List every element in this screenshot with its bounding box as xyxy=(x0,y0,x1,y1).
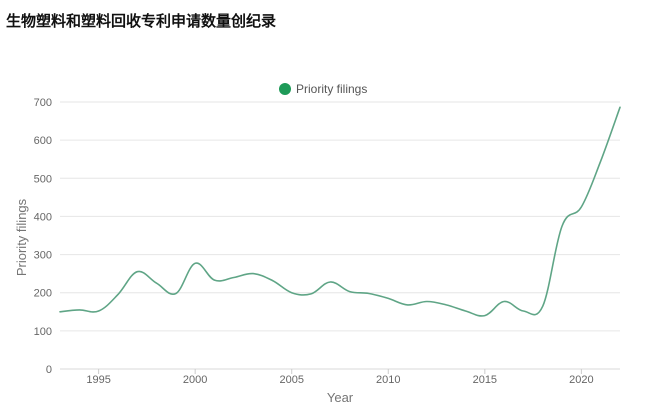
y-tick-label: 0 xyxy=(46,364,52,376)
y-axis-ticks: 0 100 200 300 400 500 600 700 xyxy=(34,97,52,376)
y-axis-title: Priority filings xyxy=(14,198,29,276)
series-line-0 xyxy=(59,106,621,317)
y-tick-label: 600 xyxy=(34,135,52,147)
y-tick-label: 200 xyxy=(34,288,52,300)
legend: Priority filings xyxy=(279,82,367,96)
x-tick-label: 1995 xyxy=(86,374,110,386)
grid-lines xyxy=(60,101,620,370)
y-tick-label: 500 xyxy=(34,173,52,185)
x-tick-label: 2020 xyxy=(569,374,593,386)
x-axis-title: Year xyxy=(327,390,354,405)
x-tick-label: 2000 xyxy=(183,374,207,386)
legend-swatch xyxy=(279,83,291,95)
series-layer xyxy=(59,106,621,317)
x-tick-label: 2005 xyxy=(279,374,303,386)
x-tick-label: 2010 xyxy=(376,374,400,386)
legend-label: Priority filings xyxy=(296,82,367,96)
y-tick-label: 100 xyxy=(34,326,52,338)
page-title: 生物塑料和塑料回收专利申请数量创纪录 xyxy=(6,12,277,30)
x-axis-ticks: 1995 2000 2005 2010 2015 2020 xyxy=(86,369,594,386)
y-tick-label: 400 xyxy=(34,211,52,223)
x-tick-label: 2015 xyxy=(473,374,497,386)
y-tick-label: 700 xyxy=(34,97,52,109)
y-tick-label: 300 xyxy=(34,250,52,262)
